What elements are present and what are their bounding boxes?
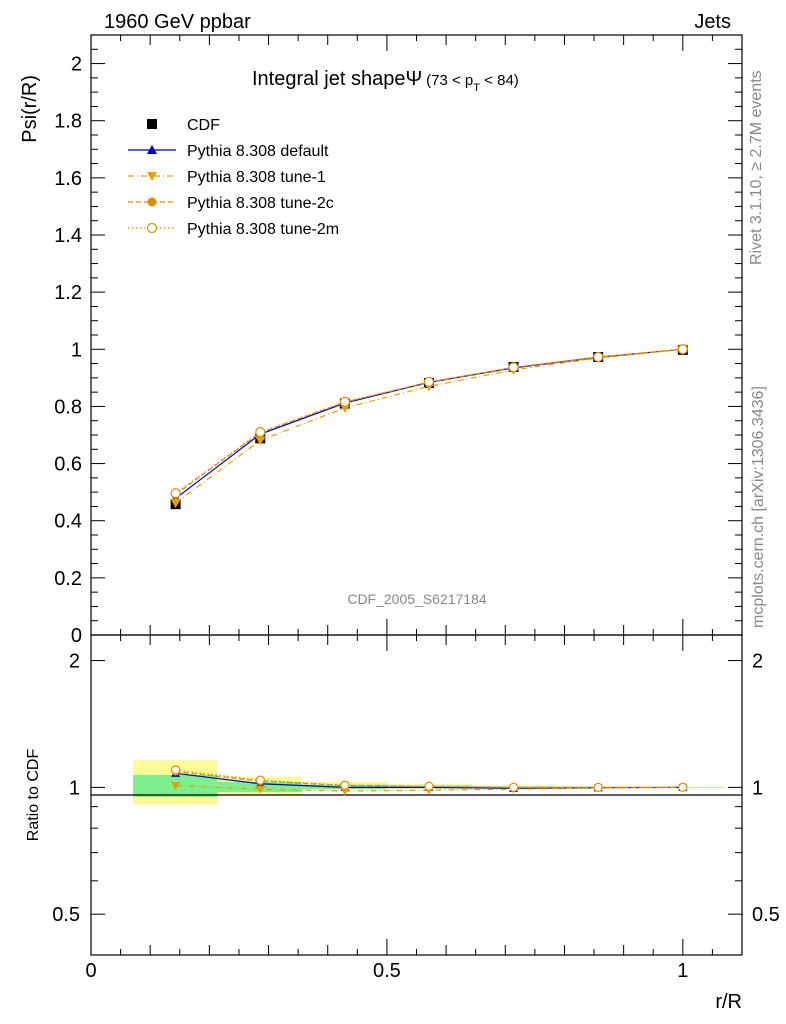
x-axis-label: r/R bbox=[715, 991, 742, 1013]
main-plot-y-tick-label: 1.2 bbox=[54, 282, 82, 304]
ratio-plot-y-axis-label: Ratio to CDF bbox=[25, 749, 42, 842]
ratio-y-tick-label-right: 2 bbox=[752, 651, 763, 673]
pythia-8-308-default-line bbox=[175, 348, 683, 499]
legend-label-pythia-8-308-tune-2m: Pythia 8.308 tune-2m bbox=[187, 221, 339, 238]
main-plot-y-tick-label: 0.8 bbox=[54, 396, 82, 418]
x-tick-label: 1 bbox=[677, 960, 688, 982]
ratio-y-tick-label-right: 0.5 bbox=[752, 904, 780, 926]
main-plot-title-main: Integral jet shapeΨ bbox=[252, 68, 422, 90]
legend-marker-pythia-8-308-tune-2m bbox=[146, 222, 158, 234]
main-plot: 0 0.2 0.4 0.6 0.8 1 1.2 1.4 1.6 1.8 2 Psi(r/R) Int… bbox=[19, 34, 743, 647]
legend-marker-pythia-8-308-tune-2c bbox=[147, 197, 157, 207]
x-tick-labels: 0 0.5 1 bbox=[85, 960, 688, 982]
rivet-version-label: Rivet 3.1.10, ≥ 2.7M events bbox=[748, 70, 765, 265]
legend: CDF Pythia 8.308 default Pythia 8.308 tune… bbox=[128, 117, 339, 238]
x-tick-label: 0.5 bbox=[373, 960, 401, 982]
main-plot-title: Integral jet shapeΨ (73 < pT < 84) bbox=[252, 68, 519, 94]
ratio-pythia-8-308-tune-1-point bbox=[340, 787, 350, 796]
main-plot-y-tick-labels: 0 0.2 0.4 0.6 0.8 1 1.2 1.4 1.6 1.8 2 bbox=[54, 54, 82, 647]
ratio-y-tick-label: 2 bbox=[69, 651, 80, 673]
main-plot-series bbox=[170, 344, 688, 510]
pythia-8-308-tune-2m-point bbox=[339, 396, 350, 407]
pythia-8-308-tune-1-point bbox=[255, 436, 266, 446]
pythia-8-308-tune-1-point bbox=[170, 499, 181, 508]
analysis-id-label: CDF_2005_S6217184 bbox=[347, 591, 487, 607]
ratio-pythia-8-308-tune-2m-point bbox=[340, 780, 350, 790]
ratio-y-tick-label: 0.5 bbox=[52, 904, 80, 926]
main-plot-title-sub: T bbox=[473, 82, 480, 94]
ratio-y-tick-label: 1 bbox=[69, 777, 80, 799]
legend-label-pythia-8-308-tune-1: Pythia 8.308 tune-1 bbox=[187, 169, 326, 186]
x-tick-label: 0 bbox=[85, 960, 96, 982]
main-plot-y-axis-label: Psi(r/R) bbox=[19, 75, 41, 143]
main-plot-y-tick-label: 1.6 bbox=[54, 168, 82, 190]
ratio-pythia-8-308-tune-2m-point bbox=[424, 781, 434, 791]
legend-marker-pythia-8-308-tune-1 bbox=[147, 172, 157, 181]
main-plot-y-tick-label: 0 bbox=[71, 625, 82, 647]
pythia-8-308-tune-2m-line bbox=[175, 348, 683, 494]
ratio-pythia-8-308-tune-2m-point bbox=[170, 765, 181, 775]
pythia-8-308-tune-2m-point bbox=[255, 427, 266, 438]
main-plot-ticks bbox=[90, 34, 743, 636]
main-plot-y-tick-label: 2 bbox=[71, 54, 82, 76]
ratio-plot-y-tick-labels: 0.5 0.5 1 1 2 2 bbox=[52, 651, 780, 927]
ratio-plot-series bbox=[170, 765, 688, 796]
legend-marker-pythia-8-308-default bbox=[147, 145, 157, 154]
pythia-8-308-tune-2m-point bbox=[677, 344, 688, 355]
legend-label-pythia-8-308-tune-2c: Pythia 8.308 tune-2c bbox=[187, 195, 334, 212]
main-plot-y-tick-label: 0.4 bbox=[54, 511, 82, 533]
main-plot-y-tick-label: 1 bbox=[71, 339, 82, 361]
ratio-plot-frame bbox=[90, 634, 743, 956]
ratio-pythia-8-308-tune-2m-point bbox=[678, 782, 688, 793]
ratio-y-tick-label-right: 1 bbox=[752, 777, 763, 799]
main-plot-y-tick-label: 0.2 bbox=[54, 568, 82, 590]
legend-label-pythia-8-308-default: Pythia 8.308 default bbox=[187, 143, 329, 160]
main-plot-y-tick-label: 1.4 bbox=[54, 225, 82, 247]
pythia-8-308-tune-2m-point bbox=[593, 351, 604, 363]
ratio-pythia-8-308-tune-2m-point bbox=[508, 782, 519, 793]
mcplots-reference-label: mcplots.cern.ch [arXiv:1306.3436] bbox=[750, 386, 767, 628]
ratio-pythia-8-308-tune-2m-point bbox=[593, 782, 603, 793]
pythia-8-308-tune-2m-point bbox=[423, 376, 435, 387]
pythia-8-308-tune-2m-point bbox=[508, 362, 519, 373]
ratio-plot: 0.5 0.51 12 2 Ratio to CDF 0 0.5 1 r/R bbox=[25, 634, 780, 1013]
ratio-pythia-8-308-tune-1-point bbox=[255, 785, 265, 794]
legend-label-cdf: CDF bbox=[187, 117, 220, 134]
energy-label: 1960 GeV ppbar bbox=[104, 11, 251, 33]
main-plot-title-cut: (73 < p bbox=[426, 72, 473, 89]
pythia-8-308-tune-2m-point bbox=[170, 488, 181, 499]
ratio-pythia-8-308-tune-1-point bbox=[171, 781, 181, 791]
pythia-8-308-tune-2c-line bbox=[175, 348, 683, 495]
pythia-8-308-tune-1-line bbox=[175, 348, 683, 504]
main-plot-title-cut-end: < 84) bbox=[480, 72, 519, 89]
main-plot-y-tick-label: 0.6 bbox=[54, 454, 82, 476]
process-label: Jets bbox=[694, 11, 731, 33]
legend-marker-cdf bbox=[147, 119, 157, 129]
main-plot-y-tick-label: 1.8 bbox=[54, 111, 82, 133]
ratio-pythia-8-308-tune-2m-point bbox=[255, 775, 265, 785]
